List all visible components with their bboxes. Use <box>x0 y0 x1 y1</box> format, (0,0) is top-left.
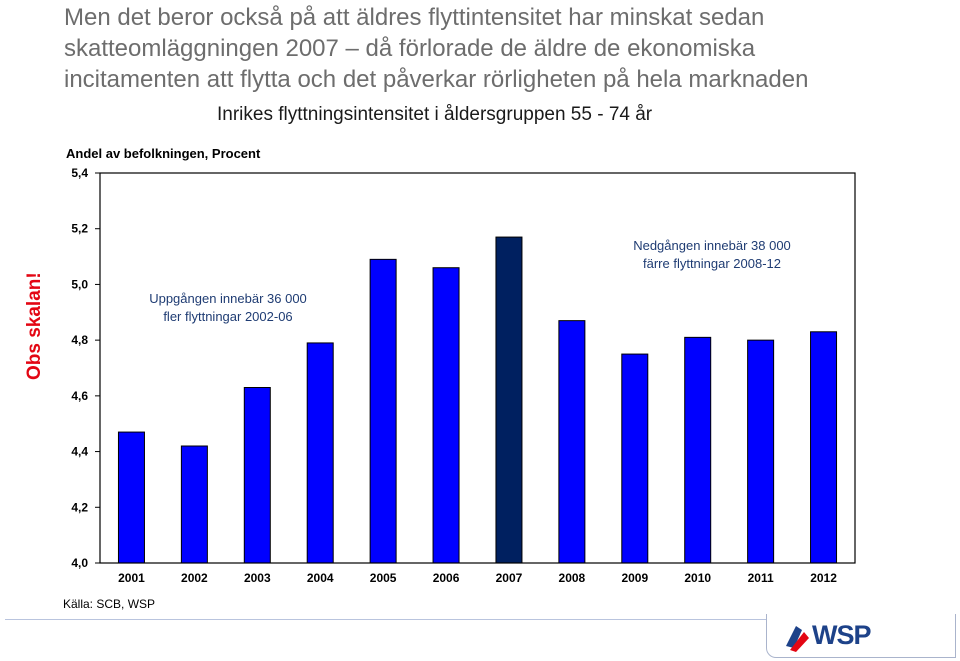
x-tick-label: 2003 <box>244 571 271 585</box>
chart-title: Inrikes flyttningsintensitet i åldersgru… <box>217 104 653 125</box>
x-tick-label: 2011 <box>748 571 774 585</box>
bar-2010 <box>684 336 712 564</box>
annotation-line: fler flyttningar 2002-06 <box>163 309 292 324</box>
annotation-line: färre flyttningar 2008-12 <box>643 256 781 271</box>
bar-2007 <box>495 236 523 564</box>
bar-2002 <box>180 445 208 564</box>
x-ticks-group: 2001 2002 2003 2004 2005 2006 2007 2008 2009 2010… <box>118 571 837 585</box>
bar-2011 <box>747 339 775 564</box>
x-tick-label: 2004 <box>307 571 334 585</box>
x-tick-label: 2008 <box>559 571 586 585</box>
annotation-1: Uppgången innebär 36 000 fler flyttningar… <box>149 291 307 324</box>
bar-2009 <box>621 353 649 564</box>
x-tick-label: 2005 <box>370 571 397 585</box>
headline-line-3: incitamenten att flytta och det påverkar… <box>64 66 809 93</box>
logo-text: WSP <box>812 620 872 650</box>
annotation-line: Uppgången innebär 36 000 <box>149 291 307 306</box>
y-ticks-group: 4,0 4,2 4,4 4,6 4,8 5,0 5,2 5,4 <box>71 166 100 570</box>
annotation-line: Nedgången innebär 38 000 <box>633 238 791 253</box>
x-tick-label: 2006 <box>433 571 460 585</box>
bar-2008 <box>558 320 586 564</box>
bar-2005 <box>369 258 397 564</box>
y-tick-label: 5,0 <box>71 277 88 291</box>
bar-chart: 4,04,24,44,64,85,05,25,4 2001 2002 2003 200… <box>71 166 856 585</box>
x-tick-label: 2007 <box>496 571 523 585</box>
axes-group <box>99 172 856 564</box>
source-note: Källa: SCB, WSP <box>63 597 156 611</box>
plot-frame <box>99 172 856 564</box>
bar-2004 <box>306 342 334 564</box>
y-tick-label: 4,2 <box>71 500 88 514</box>
y-axis-label: Andel av befolkningen, Procent <box>66 146 261 161</box>
y-tick-label: 4,8 <box>71 333 88 347</box>
annotation-2: Nedgången innebär 38 000 färre flyttninga… <box>633 238 791 271</box>
annotations-group: Uppgången innebär 36 000 fler flyttningar… <box>149 238 791 324</box>
y-tick-label: 4,6 <box>71 389 88 403</box>
bar-2003 <box>243 387 271 564</box>
headline-line-2: skatteomläggningen 2007 – då förlorade d… <box>64 35 756 62</box>
x-tick-label: 2002 <box>181 571 208 585</box>
wsp-logo-icon <box>786 626 809 652</box>
x-tick-label: 2012 <box>810 571 837 585</box>
headline-line-1: Men det beror också på att äldres flytti… <box>64 4 765 31</box>
y-tick-label: 5,4 <box>71 166 88 180</box>
y-tick-label: 5,2 <box>71 222 88 236</box>
y-tick-label: 4,4 <box>71 445 88 459</box>
bar-2006 <box>432 267 460 564</box>
slide-headline: Men det beror också på att äldres flytti… <box>64 2 944 95</box>
footer-divider <box>5 619 955 620</box>
x-tick-label: 2001 <box>118 571 145 585</box>
bars-group <box>117 236 838 564</box>
y-tick-label: 4,0 <box>71 556 88 570</box>
bar-2012 <box>810 331 838 564</box>
bar-2001 <box>117 431 145 564</box>
x-tick-label: 2010 <box>684 571 711 585</box>
x-tick-label: 2009 <box>621 571 648 585</box>
